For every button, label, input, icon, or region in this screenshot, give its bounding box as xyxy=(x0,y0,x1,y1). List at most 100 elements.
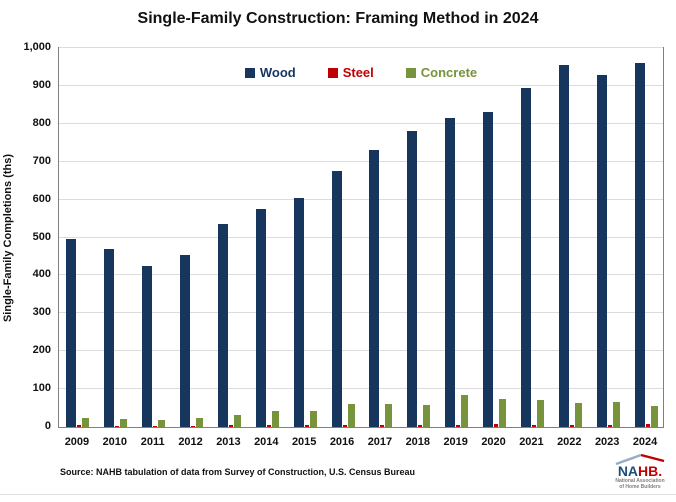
y-tick-label-200: 200 xyxy=(32,344,51,357)
wood-bar-2016 xyxy=(331,171,342,427)
legend-item-wood: Wood xyxy=(244,65,296,80)
nahb-logo-subtext-2: of Home Builders xyxy=(619,484,661,490)
steel-bar-2021 xyxy=(531,425,536,427)
wood-bar-2024 xyxy=(634,63,645,427)
legend-item-steel: Steel xyxy=(327,65,374,80)
steel-bar-2012 xyxy=(191,425,196,427)
legend-label-wood: Wood xyxy=(259,65,296,80)
concrete-bar-2009 xyxy=(82,417,90,427)
concrete-bar-2014 xyxy=(271,411,279,427)
wood-bar-2012 xyxy=(180,254,191,427)
nahb-logo-hb: HB xyxy=(638,463,659,479)
legend-swatch-concrete xyxy=(405,67,416,78)
y-tick-label-800: 800 xyxy=(32,116,51,129)
y-tick-label-400: 400 xyxy=(32,268,51,281)
y-tick-label-900: 900 xyxy=(32,78,51,91)
concrete-bar-2012 xyxy=(196,417,204,427)
bar-group-2019 xyxy=(438,48,476,427)
steel-bar-2023 xyxy=(607,424,612,427)
bar-group-2016 xyxy=(324,48,362,427)
x-tick-label-2009: 2009 xyxy=(64,436,90,448)
bar-group-2015 xyxy=(286,48,324,427)
wood-bar-2020 xyxy=(483,112,494,427)
wood-bar-2019 xyxy=(445,118,456,427)
concrete-bar-2018 xyxy=(423,405,431,427)
legend: Wood Steel Concrete xyxy=(59,65,663,80)
x-tick-label-2022: 2022 xyxy=(557,436,582,448)
steel-bar-2017 xyxy=(380,425,385,427)
y-tick-label-100: 100 xyxy=(32,382,51,395)
wood-bar-2017 xyxy=(369,150,380,427)
concrete-bar-2021 xyxy=(536,400,544,427)
bar-group-2018 xyxy=(400,48,438,427)
y-tick-label-700: 700 xyxy=(32,154,51,167)
x-tick-label-2011: 2011 xyxy=(140,436,165,448)
nahb-logo-na: NA xyxy=(617,463,639,479)
wood-bar-2013 xyxy=(217,224,228,427)
gridline-200 xyxy=(59,350,663,352)
y-tick-label-300: 300 xyxy=(32,306,51,319)
y-tick-label-500: 500 xyxy=(32,230,51,243)
source-note: Source: NAHB tabulation of data from Sur… xyxy=(60,467,416,477)
y-tick-label-1000: 1,000 xyxy=(23,41,51,53)
concrete-bar-2022 xyxy=(574,403,582,427)
x-tick-label-2014: 2014 xyxy=(254,436,279,448)
gridline-500 xyxy=(59,236,663,238)
concrete-bar-2013 xyxy=(233,414,241,427)
concrete-bar-2016 xyxy=(347,404,355,427)
gridline-900 xyxy=(59,84,663,86)
wood-bar-2014 xyxy=(255,209,266,427)
steel-bar-2019 xyxy=(456,424,461,427)
bar-group-2011 xyxy=(135,48,173,427)
nahb-roof-icon xyxy=(615,453,665,465)
legend-swatch-steel xyxy=(327,67,338,78)
nahb-logo-dot: . xyxy=(658,463,663,479)
legend-label-steel: Steel xyxy=(342,65,374,80)
legend-swatch-wood xyxy=(244,67,255,78)
x-tick-label-2019: 2019 xyxy=(443,436,468,448)
nahb-logo-wordmark: NAHB. xyxy=(610,463,670,479)
x-tick-label-2016: 2016 xyxy=(329,436,355,448)
plot-area: Wood Steel Concrete xyxy=(58,47,664,428)
bar-group-2010 xyxy=(97,48,135,427)
bottom-divider xyxy=(0,494,676,495)
bar-group-2009 xyxy=(59,48,97,427)
gridline-300 xyxy=(59,312,663,314)
steel-bar-2018 xyxy=(418,425,423,427)
concrete-bar-2024 xyxy=(650,406,658,427)
chart-title: Single-Family Construction: Framing Meth… xyxy=(137,10,539,27)
concrete-bar-2011 xyxy=(158,420,166,427)
wood-bar-2018 xyxy=(407,131,418,427)
bar-group-2020 xyxy=(476,48,514,427)
x-tick-label-2020: 2020 xyxy=(481,436,506,448)
bar-group-2023 xyxy=(589,48,627,427)
steel-bar-2022 xyxy=(569,424,574,427)
gridline-1000 xyxy=(59,47,663,48)
bar-group-2022 xyxy=(551,48,589,427)
concrete-bar-2019 xyxy=(461,394,469,427)
bar-group-2021 xyxy=(514,48,552,427)
steel-bar-2009 xyxy=(77,425,82,427)
concrete-bar-2020 xyxy=(499,399,507,427)
bar-group-2012 xyxy=(173,48,211,427)
gridline-600 xyxy=(59,198,663,200)
legend-label-concrete: Concrete xyxy=(420,65,478,80)
gridline-700 xyxy=(59,160,663,162)
wood-bar-2015 xyxy=(293,197,304,427)
concrete-bar-2017 xyxy=(385,404,393,427)
bar-group-2017 xyxy=(362,48,400,427)
x-tick-label-2017: 2017 xyxy=(367,436,393,448)
x-tick-label-2013: 2013 xyxy=(216,436,241,448)
concrete-bar-2010 xyxy=(120,419,128,427)
steel-bar-2013 xyxy=(228,425,233,427)
wood-bar-2023 xyxy=(596,74,607,427)
wood-bar-2021 xyxy=(520,87,531,427)
x-tick-label-2024: 2024 xyxy=(632,436,658,448)
steel-bar-2015 xyxy=(304,425,309,427)
bar-group-2014 xyxy=(248,48,286,427)
steel-bar-2020 xyxy=(494,423,499,427)
y-tick-label-0: 0 xyxy=(44,420,51,432)
steel-bar-2024 xyxy=(645,424,650,427)
y-tick-label-600: 600 xyxy=(32,192,51,205)
